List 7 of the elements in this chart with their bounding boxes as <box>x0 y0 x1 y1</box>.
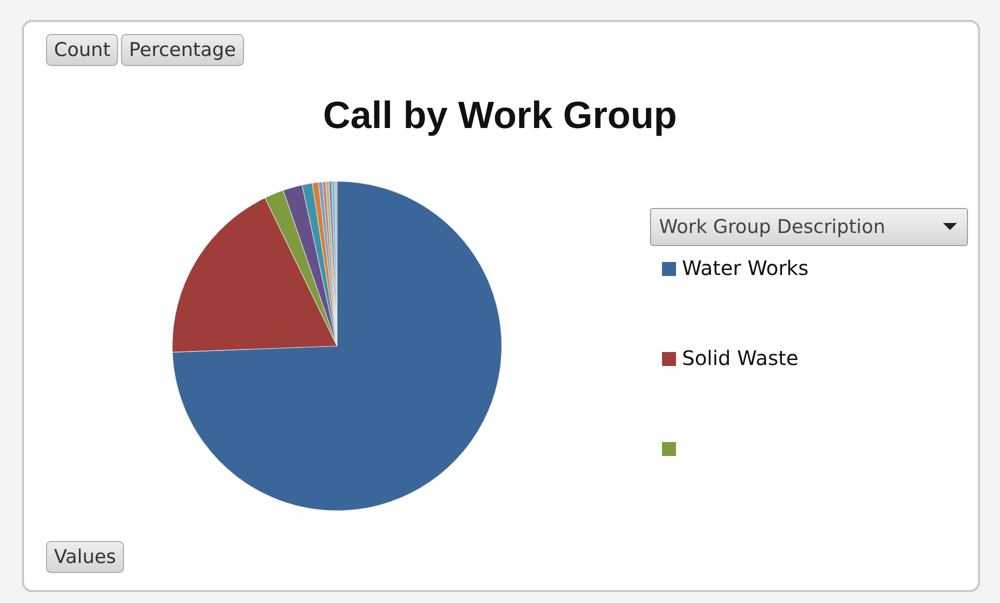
legend-label: Water Works <box>682 256 809 280</box>
chart-title: Call by Work Group <box>322 95 678 138</box>
text: Values <box>46 541 124 573</box>
legend-label: Solid Waste <box>682 346 798 370</box>
legend-title: Work Group Description <box>650 208 968 246</box>
text: Percentage <box>121 34 244 66</box>
text: Count <box>46 34 118 66</box>
